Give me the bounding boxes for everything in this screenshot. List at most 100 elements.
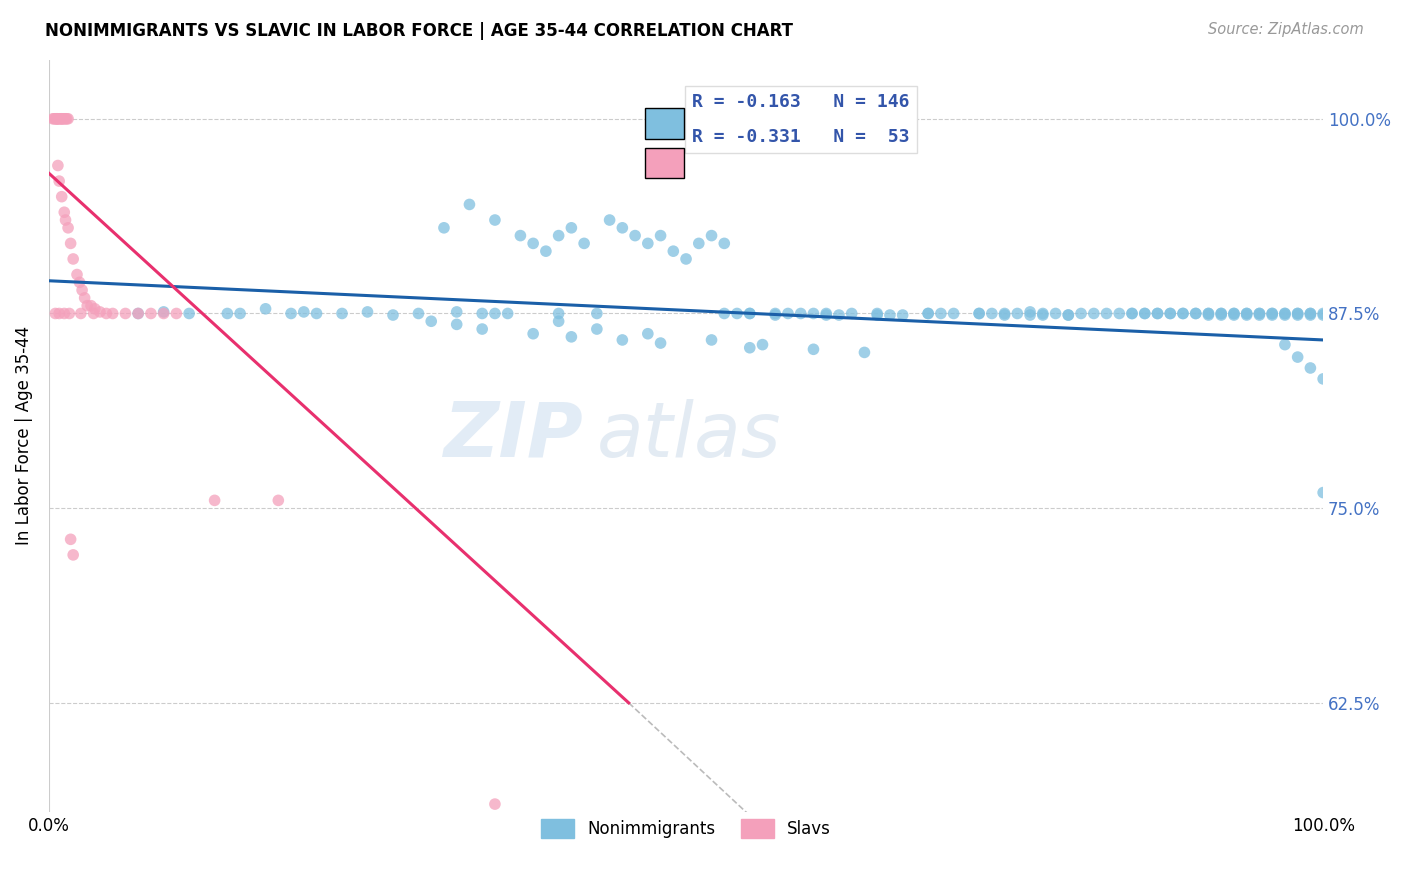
Point bbox=[917, 306, 939, 320]
Point bbox=[1159, 306, 1181, 320]
Point bbox=[101, 306, 124, 320]
Point bbox=[53, 306, 76, 320]
Point bbox=[51, 112, 73, 126]
Point bbox=[53, 112, 76, 126]
Point bbox=[1261, 308, 1284, 322]
Point bbox=[650, 228, 672, 243]
Point bbox=[51, 112, 73, 126]
Point bbox=[1019, 308, 1042, 322]
Point bbox=[738, 341, 761, 355]
Point bbox=[650, 336, 672, 351]
Point bbox=[522, 326, 544, 341]
FancyBboxPatch shape bbox=[645, 147, 683, 178]
Point bbox=[1057, 308, 1080, 322]
Point bbox=[1019, 305, 1042, 319]
Point bbox=[1299, 361, 1322, 376]
Point bbox=[127, 306, 149, 320]
Point bbox=[662, 244, 685, 259]
Point bbox=[917, 306, 939, 320]
Point bbox=[1274, 308, 1296, 322]
Point bbox=[866, 308, 889, 322]
Point bbox=[44, 112, 66, 126]
Point bbox=[45, 112, 67, 126]
Point bbox=[1146, 306, 1168, 320]
Point bbox=[48, 174, 70, 188]
Point bbox=[725, 306, 748, 320]
Point bbox=[1032, 306, 1054, 320]
Point bbox=[496, 306, 519, 320]
Point bbox=[179, 306, 201, 320]
Point bbox=[547, 314, 569, 328]
Point bbox=[866, 306, 889, 320]
Point bbox=[76, 299, 98, 313]
Point bbox=[738, 306, 761, 320]
Point bbox=[48, 306, 70, 320]
Point bbox=[1286, 350, 1309, 364]
Point bbox=[83, 306, 105, 320]
Point bbox=[46, 112, 69, 126]
Point bbox=[1236, 308, 1258, 322]
FancyBboxPatch shape bbox=[645, 109, 683, 138]
Point bbox=[586, 306, 609, 320]
Point bbox=[1083, 306, 1105, 320]
Point bbox=[59, 236, 82, 251]
Point bbox=[484, 213, 506, 227]
Point bbox=[841, 306, 863, 320]
Point bbox=[59, 533, 82, 547]
Point bbox=[56, 112, 79, 126]
Point bbox=[408, 306, 430, 320]
Point bbox=[1274, 337, 1296, 351]
Point bbox=[1286, 306, 1309, 320]
Point bbox=[89, 305, 111, 319]
Point bbox=[763, 308, 786, 322]
Point bbox=[967, 306, 990, 320]
Point bbox=[738, 306, 761, 320]
Point bbox=[1121, 306, 1143, 320]
Point bbox=[1198, 306, 1220, 320]
Point bbox=[1312, 485, 1334, 500]
Point bbox=[1057, 308, 1080, 322]
Point bbox=[204, 493, 226, 508]
Point bbox=[1312, 372, 1334, 386]
Text: atlas: atlas bbox=[598, 399, 782, 473]
Point bbox=[80, 299, 103, 313]
Point bbox=[1249, 308, 1271, 322]
Point bbox=[1184, 306, 1206, 320]
Point bbox=[484, 306, 506, 320]
Point bbox=[700, 228, 723, 243]
Point bbox=[1312, 308, 1334, 322]
Point bbox=[53, 205, 76, 219]
Point bbox=[586, 322, 609, 336]
Point bbox=[612, 333, 634, 347]
Point bbox=[45, 112, 67, 126]
Point bbox=[280, 306, 302, 320]
Point bbox=[815, 306, 838, 320]
Point bbox=[83, 301, 105, 316]
Point bbox=[1261, 306, 1284, 320]
Point bbox=[560, 220, 582, 235]
Point bbox=[51, 189, 73, 203]
Point bbox=[1133, 306, 1156, 320]
Point bbox=[1223, 306, 1246, 320]
Point bbox=[815, 308, 838, 322]
Point bbox=[547, 306, 569, 320]
Point bbox=[763, 306, 786, 320]
Text: Source: ZipAtlas.com: Source: ZipAtlas.com bbox=[1208, 22, 1364, 37]
Point bbox=[1286, 308, 1309, 322]
Point bbox=[1045, 306, 1067, 320]
Point bbox=[471, 322, 494, 336]
Point bbox=[56, 220, 79, 235]
Point bbox=[420, 314, 443, 328]
Point bbox=[446, 305, 468, 319]
Point bbox=[828, 308, 851, 322]
Point bbox=[1299, 306, 1322, 320]
Point bbox=[853, 345, 876, 359]
Point bbox=[1198, 308, 1220, 322]
Point bbox=[52, 112, 75, 126]
Point bbox=[165, 306, 187, 320]
Point bbox=[1274, 306, 1296, 320]
Point bbox=[46, 159, 69, 173]
Point bbox=[637, 326, 659, 341]
Point bbox=[69, 306, 91, 320]
Point bbox=[66, 268, 89, 282]
